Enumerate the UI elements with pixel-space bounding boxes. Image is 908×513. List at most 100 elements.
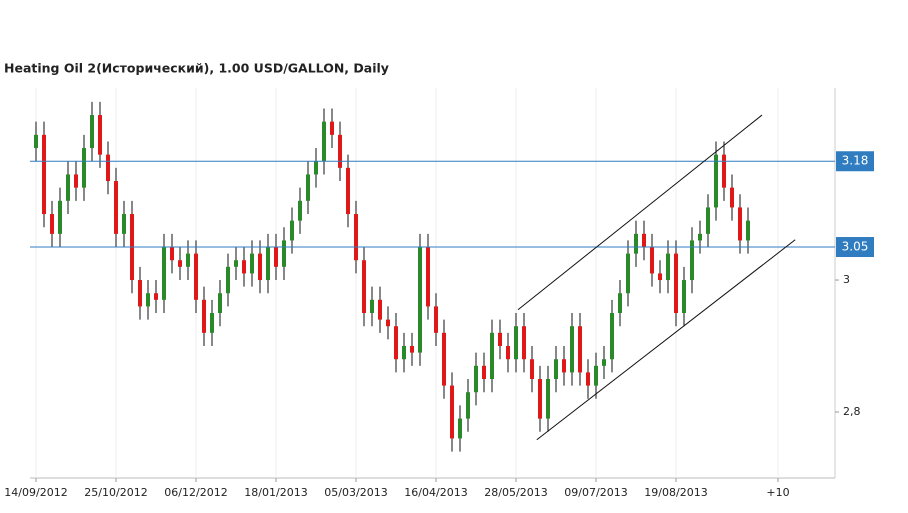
candle-body	[626, 253, 630, 294]
y-tick-label: 3	[843, 273, 850, 286]
candle-body	[266, 247, 270, 281]
candle-body	[738, 207, 742, 241]
candle-body	[722, 154, 726, 188]
x-tick-label: 25/10/2012	[84, 486, 147, 499]
candle-body	[714, 154, 718, 208]
candle-body	[562, 359, 566, 373]
candle-body	[34, 134, 38, 149]
candle-body	[506, 346, 510, 360]
candle-body	[650, 247, 654, 274]
candle-body	[114, 181, 118, 234]
candle-body	[178, 260, 182, 267]
candle-body	[282, 240, 286, 267]
candle-body	[194, 253, 198, 300]
level-label: 3.18	[842, 154, 869, 168]
candle-body	[234, 260, 238, 267]
candle-body	[226, 266, 230, 294]
candle-body	[242, 260, 246, 274]
y-tick-label: 2,8	[843, 405, 861, 418]
candle-body	[58, 200, 62, 234]
candle-body	[290, 220, 294, 241]
candle-body	[610, 313, 614, 360]
candle-body	[474, 365, 478, 393]
candle-body	[250, 253, 254, 274]
candle-body	[394, 326, 398, 360]
candle-body	[546, 379, 550, 419]
trend-line	[536, 239, 796, 441]
candle-body	[314, 161, 318, 175]
candle-body	[658, 273, 662, 281]
candle-body	[186, 253, 190, 267]
candle-body	[50, 214, 54, 234]
candle-body	[218, 293, 222, 314]
candle-body	[210, 313, 214, 333]
x-tick-label: 18/01/2013	[244, 486, 307, 499]
candle-body	[578, 326, 582, 373]
x-tick-label: 28/05/2013	[484, 486, 547, 499]
candle-body	[322, 121, 326, 162]
candle-body	[122, 214, 126, 234]
x-tick-label: 19/08/2013	[644, 486, 707, 499]
x-tick-label: 06/12/2012	[164, 486, 227, 499]
candle-body	[450, 385, 454, 439]
candle-body	[618, 293, 622, 314]
candle-body	[522, 326, 526, 360]
candle-body	[162, 247, 166, 300]
candle-body	[586, 372, 590, 386]
candle-body	[690, 240, 694, 281]
x-tick-label: 14/09/2012	[4, 486, 67, 499]
candle-body	[338, 134, 342, 168]
candle-body	[362, 260, 366, 314]
candle-body	[66, 174, 70, 201]
candle-body	[434, 306, 438, 333]
x-tick-label: 05/03/2013	[324, 486, 387, 499]
candle-body	[42, 134, 46, 215]
candle-body	[674, 253, 678, 314]
candle-body	[90, 115, 94, 149]
candle-body	[554, 359, 558, 380]
x-tick-label: 09/07/2013	[564, 486, 627, 499]
x-tick-label: 16/04/2013	[404, 486, 467, 499]
candle-body	[170, 247, 174, 261]
candle-body	[682, 280, 686, 314]
candle-body	[490, 332, 494, 380]
candle-body	[514, 326, 518, 360]
candle-body	[106, 154, 110, 182]
candle-body	[354, 214, 358, 261]
candle-body	[298, 200, 302, 221]
candle-body	[706, 207, 710, 234]
candle-body	[82, 148, 86, 188]
candle-body	[378, 299, 382, 320]
candle-body	[538, 379, 542, 419]
candle-body	[442, 332, 446, 386]
level-label-box	[836, 151, 874, 172]
candle-body	[594, 365, 598, 386]
candle-body	[98, 115, 102, 155]
candle-body	[482, 365, 486, 380]
candle-body	[602, 359, 606, 366]
candle-body	[570, 326, 574, 373]
level-label-box	[836, 237, 874, 258]
candle-body	[146, 293, 150, 307]
candle-body	[698, 233, 702, 241]
trend-line	[517, 114, 763, 311]
candle-body	[418, 247, 422, 353]
candle-body	[274, 247, 278, 267]
candle-body	[458, 418, 462, 439]
candle-body	[642, 233, 646, 248]
candle-body	[530, 359, 534, 380]
candle-body	[258, 253, 262, 281]
candle-body	[74, 174, 78, 188]
candle-body	[666, 253, 670, 281]
candle-body	[410, 346, 414, 353]
candle-body	[154, 293, 158, 300]
candle-body	[466, 392, 470, 419]
candle-body	[634, 233, 638, 254]
candle-body	[306, 174, 310, 201]
candle-body	[330, 121, 334, 135]
x-tick-label: +10	[766, 486, 789, 499]
candle-body	[346, 167, 350, 215]
candle-body	[138, 280, 142, 307]
candle-body	[370, 299, 374, 314]
